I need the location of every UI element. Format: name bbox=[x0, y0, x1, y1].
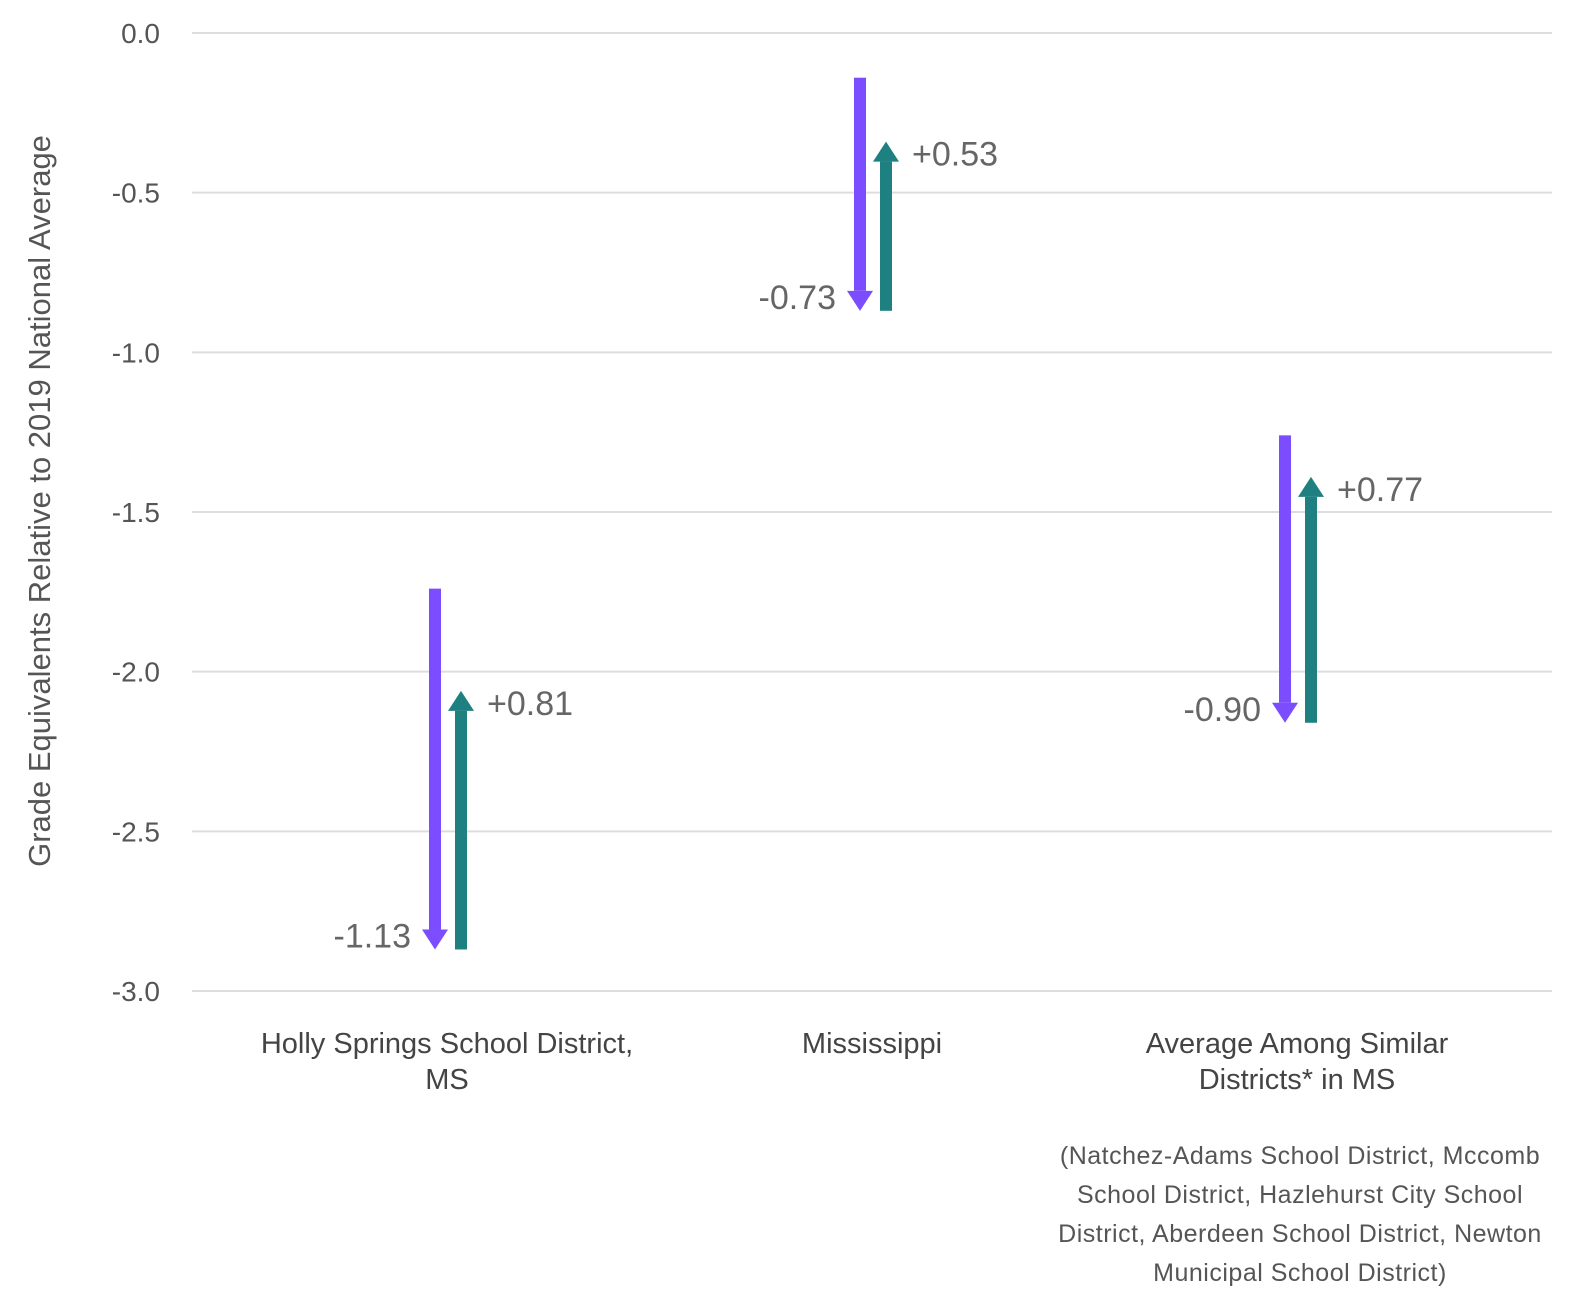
decline-arrow-shaft bbox=[429, 588, 441, 930]
recovery-arrow-head bbox=[873, 141, 899, 162]
decline-value-label: -0.73 bbox=[759, 279, 837, 317]
y-axis-label: Grade Equivalents Relative to 2019 Natio… bbox=[22, 135, 57, 867]
recovery-value-label: +0.81 bbox=[487, 685, 573, 723]
category-label: Mississippi bbox=[802, 1028, 942, 1060]
recovery-value-label: +0.53 bbox=[912, 136, 998, 174]
decline-arrow-shaft bbox=[1279, 435, 1291, 703]
y-tick-label: -0.5 bbox=[112, 178, 160, 209]
footnote-line: School District, Hazlehurst City School bbox=[1077, 1181, 1523, 1209]
decline-arrow-head bbox=[847, 290, 873, 311]
footnote-line: (Natchez-Adams School District, Mccomb bbox=[1060, 1142, 1540, 1170]
category-label: Average Among Similar bbox=[1146, 1028, 1449, 1060]
recovery-value-label: +0.77 bbox=[1337, 471, 1423, 509]
recovery-arrow-head bbox=[1298, 476, 1324, 497]
footnote-line: District, Aberdeen School District, Newt… bbox=[1058, 1220, 1542, 1248]
footnote: (Natchez-Adams School District, Mccomb Sc… bbox=[1058, 1142, 1542, 1287]
y-axis-ticks: 0.0 -0.5 -1.0 -1.5 -2.0 -2.5 -3.0 bbox=[112, 18, 160, 1007]
footnote-line: Municipal School District) bbox=[1153, 1259, 1447, 1287]
category-label: MS bbox=[425, 1064, 469, 1096]
recovery-arrow-shaft bbox=[455, 710, 467, 950]
y-tick-label: -2.5 bbox=[112, 816, 160, 847]
arrows: -1.13 +0.81 -0.73 +0.53 -0.90 +0.77 bbox=[334, 77, 1423, 955]
y-tick-label: 0.0 bbox=[121, 18, 160, 49]
decline-arrow-shaft bbox=[854, 77, 866, 291]
recovery-arrow-shaft bbox=[880, 161, 892, 311]
y-tick-label: -3.0 bbox=[112, 976, 160, 1007]
decline-value-label: -0.90 bbox=[1184, 691, 1262, 729]
y-tick-label: -2.0 bbox=[112, 657, 160, 688]
category-label: Holly Springs School District, bbox=[261, 1028, 633, 1060]
category-labels: Holly Springs School District, MS Mississi… bbox=[261, 1028, 1449, 1096]
gridlines bbox=[192, 32, 1552, 992]
decline-arrow-head bbox=[422, 929, 448, 950]
category-label: Districts* in MS bbox=[1199, 1064, 1396, 1096]
decline-value-label: -1.13 bbox=[334, 917, 412, 955]
recovery-arrow-shaft bbox=[1305, 496, 1317, 723]
y-tick-label: -1.0 bbox=[112, 337, 160, 368]
y-tick-label: -1.5 bbox=[112, 497, 160, 528]
decline-arrow-head bbox=[1272, 702, 1298, 723]
recovery-arrow-head bbox=[448, 690, 474, 711]
